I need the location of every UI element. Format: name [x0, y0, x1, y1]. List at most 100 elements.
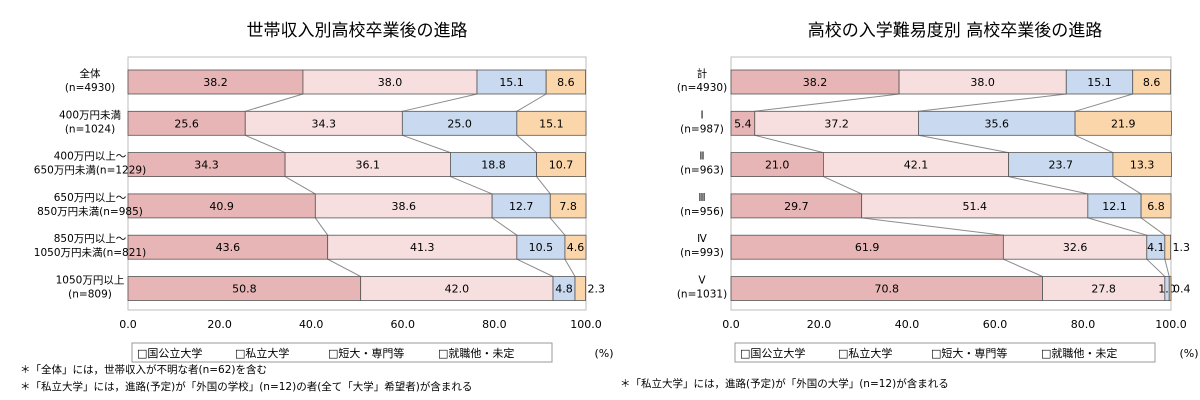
bar-segment	[127, 110, 246, 136]
data-label: 6.8	[1147, 200, 1165, 213]
bar-segment	[1112, 152, 1172, 178]
series-connector-line	[516, 93, 547, 112]
bar-segment	[284, 152, 451, 178]
series-connector-line	[918, 93, 1067, 112]
x-tick-label: 20.0	[807, 318, 832, 331]
x-tick-label: 80.0	[1071, 318, 1096, 331]
series-connector-line	[450, 176, 493, 195]
data-label: 38.0	[970, 76, 995, 89]
data-label: 38.2	[203, 76, 228, 89]
data-label: 37.2	[824, 117, 849, 130]
x-tick-label: 100.0	[570, 318, 602, 331]
bar-segment	[549, 193, 587, 219]
bar-segment	[244, 110, 403, 136]
series-connector-line	[1074, 134, 1114, 154]
data-label: 12.1	[1102, 200, 1127, 213]
data-label: 34.3	[312, 117, 337, 130]
series-connector-line	[1074, 93, 1133, 112]
category-label: 650万円未満(n=1229)	[34, 165, 146, 177]
data-label: 43.6	[216, 241, 241, 254]
series-connector-line	[754, 134, 824, 154]
data-label: 32.6	[1063, 241, 1088, 254]
data-label: 70.8	[875, 283, 900, 296]
x-tick-label: 0.0	[119, 318, 137, 331]
category-label: 1050万円未満(n=821)	[34, 247, 146, 259]
bar-segment	[360, 276, 554, 301]
category-label: Ⅴ	[698, 275, 706, 287]
series-connector-line	[402, 93, 478, 112]
series-connector-line	[861, 217, 1004, 236]
category-label: 400万円以上～	[54, 151, 127, 163]
series-connector-line	[245, 93, 304, 112]
data-label: 5.4	[734, 117, 752, 130]
data-label: 42.0	[445, 283, 470, 296]
data-label: 21.0	[765, 159, 790, 172]
category-label: 650万円以上～	[54, 192, 127, 204]
bar-segment	[1087, 193, 1142, 219]
bar-segment	[730, 69, 900, 95]
bar-segment	[327, 234, 518, 260]
bar-segment	[127, 152, 286, 178]
bar-segment	[1132, 69, 1171, 95]
data-label: 13.3	[1130, 159, 1155, 172]
series-connector-line	[823, 176, 862, 195]
legend-box	[734, 342, 1156, 363]
category-label: (n=993)	[680, 247, 724, 259]
category-label: (n=1024)	[65, 123, 115, 135]
unit-label: (%)	[1179, 347, 1198, 360]
bar-segment	[1164, 234, 1171, 260]
data-label: 21.9	[1111, 117, 1136, 130]
bar-segment	[918, 110, 1076, 136]
legend-entry: □国公立大学	[740, 346, 805, 360]
series-connector-line	[1003, 258, 1043, 277]
data-label: 10.5	[529, 241, 554, 254]
data-label: 7.8	[559, 200, 577, 213]
bar-segment	[730, 193, 863, 219]
x-tick-label: 40.0	[895, 318, 920, 331]
bar-segment	[127, 234, 329, 260]
series-connector-line	[1140, 217, 1166, 236]
data-label: 12.7	[509, 200, 534, 213]
data-label: 34.3	[194, 159, 219, 172]
bar-segment	[1140, 193, 1172, 219]
series-connector-line	[1112, 176, 1142, 195]
category-label: (n=987)	[680, 123, 724, 135]
category-label: 計	[697, 67, 708, 80]
data-label: 8.6	[1143, 76, 1161, 89]
legend-entry: □就職他・未定	[1041, 346, 1117, 360]
legend-entry: □短大・専門等	[328, 346, 404, 360]
bar-segment	[536, 152, 586, 178]
bar-segment	[1065, 69, 1134, 95]
footnote: ＊「私立大学」には，進路(予定)が「外国の大学」(n=12)が含まれる	[620, 377, 949, 390]
category-label: (n=4930)	[65, 82, 115, 94]
x-tick-label: 100.0	[1155, 318, 1187, 331]
series-connector-line	[1146, 258, 1166, 277]
bar-segment	[545, 69, 586, 95]
bar-segment	[302, 69, 478, 95]
x-tick-label: 80.0	[482, 318, 507, 331]
data-label: 27.8	[1091, 283, 1116, 296]
data-label: 1.0	[1158, 283, 1176, 296]
bar-segment	[127, 69, 304, 95]
legend-entry: □就職他・未定	[438, 346, 514, 360]
category-label: Ⅱ	[699, 151, 704, 163]
data-label: 15.1	[499, 76, 524, 89]
data-label: 0.4	[1173, 283, 1191, 296]
legend-entry: □私立大学	[235, 346, 289, 360]
bar-segment	[314, 193, 493, 219]
series-connector-line	[491, 217, 518, 236]
x-tick-label: 60.0	[983, 318, 1008, 331]
category-label: 850万円未満(n=985)	[37, 206, 143, 218]
bar-segment	[564, 234, 587, 260]
x-tick-label: 0.0	[722, 318, 740, 331]
data-label: 38.0	[378, 76, 403, 89]
series-connector-line	[549, 217, 566, 236]
category-label: (n=1031)	[677, 289, 727, 301]
data-label: 10.7	[549, 159, 574, 172]
legend-box	[131, 342, 553, 363]
category-label: (n=963)	[680, 165, 724, 177]
data-label: 38.2	[803, 76, 828, 89]
category-label: Ⅲ	[698, 192, 705, 204]
legend-entry: □私立大学	[838, 346, 892, 360]
series-connector-line	[284, 176, 316, 195]
